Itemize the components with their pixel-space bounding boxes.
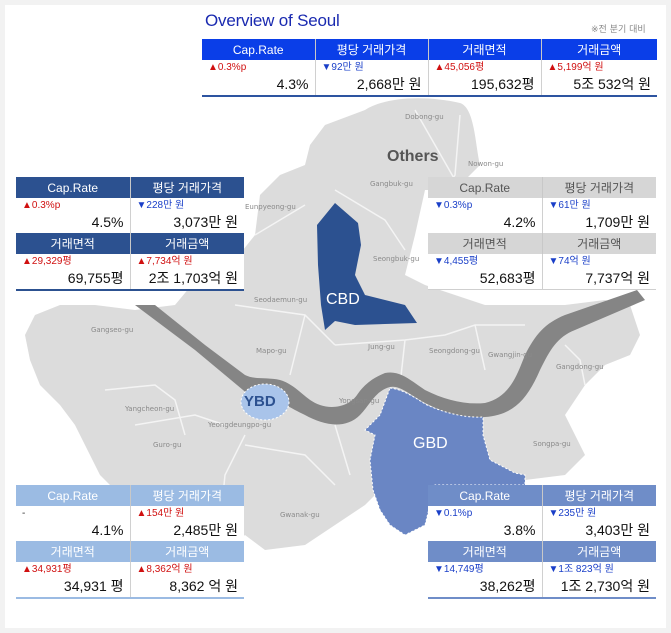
- district-label: Nowon-gu: [468, 160, 504, 168]
- cbd-header-amount: 거래금액: [165, 237, 210, 251]
- ybd-zone-label: YBD: [244, 393, 276, 410]
- district-label: Mapo-gu: [256, 347, 287, 355]
- others-header-cap-rate: Cap.Rate: [428, 177, 543, 198]
- seoul-price-change: ▼92만 원: [321, 62, 364, 73]
- others-price-change: ▼61만 원: [548, 200, 591, 211]
- ybd-header-cap-rate: Cap.Rate: [16, 485, 131, 506]
- district-label: Gangseo-gu: [91, 326, 134, 334]
- gbd-amount-value: 1조 2,730억 원: [560, 578, 650, 594]
- page-title: Overview of Seoul: [205, 11, 340, 30]
- cbd-stats-table: Cap.Rate 평당 거래가격 ▲0.3%p 4.5% ▼228만 원 3,073…: [16, 177, 244, 291]
- others-price-value: 1,709만 원: [585, 214, 650, 230]
- district-label: Dobong-gu: [405, 113, 444, 121]
- district-label: Gangbuk-gu: [370, 180, 413, 188]
- seoul-amount-change: ▲5,199억 원: [547, 62, 604, 73]
- others-zone-label: Others: [387, 148, 439, 165]
- others-header-amount: 거래금액: [577, 237, 622, 251]
- seoul-area-change: ▲45,056평: [434, 62, 485, 73]
- others-cap-rate-value: 4.2%: [503, 214, 536, 230]
- cbd-cap-rate-change: ▲0.3%p: [22, 200, 61, 211]
- cbd-area-value: 69,755평: [67, 270, 124, 286]
- cbd-zone-label: CBD: [326, 291, 360, 308]
- ybd-region[interactable]: [240, 383, 290, 421]
- gbd-header-price: 평당 거래가격: [564, 489, 635, 503]
- cbd-header-cap-rate: Cap.Rate: [16, 177, 131, 198]
- ybd-header-amount: 거래금액: [165, 545, 210, 559]
- ybd-amount-change: ▲8,362억 원: [136, 564, 193, 575]
- cbd-region[interactable]: [317, 203, 417, 330]
- cbd-header-price: 평당 거래가격: [152, 181, 223, 195]
- seoul-values-row: ▲0.3%p 4.3% ▼92만 원 2,668만 원 ▲45,056평 195,63…: [202, 60, 657, 96]
- gbd-cap-rate-value: 3.8%: [503, 522, 536, 538]
- district-label: Yongsan-gu: [339, 397, 380, 405]
- cbd-amount-value: 2조 1,703억 원: [148, 270, 238, 286]
- seoul-cap-rate-change: ▲0.3%p: [208, 62, 247, 73]
- district-label: Gwanak-gu: [280, 511, 320, 519]
- seoul-overview-card: Dobong-gu Nowon-gu Gangbuk-gu Eunpyeong-gu S…: [5, 5, 666, 628]
- ybd-price-change: ▲154만 원: [136, 508, 185, 519]
- district-label: Seongdong-gu: [429, 347, 480, 355]
- ybd-price-value: 2,485만 원: [173, 522, 238, 538]
- cbd-cap-rate-value: 4.5%: [91, 214, 124, 230]
- comparison-note: ※전 분기 대비: [591, 25, 646, 35]
- gbd-area-change: ▼14,749평: [434, 564, 484, 575]
- district-label: Gangdong-gu: [556, 363, 604, 371]
- gbd-amount-change: ▼1조 823억 원: [548, 564, 614, 575]
- seoul-map: [25, 98, 645, 566]
- seoul-price-value: 2,668만 원: [356, 76, 422, 92]
- others-stats-table: Cap.Rate 평당 거래가격 ▼0.3%p 4.2% ▼61만 원 1,709만…: [428, 177, 656, 290]
- district-label: Eunpyeong-gu: [245, 203, 296, 211]
- ybd-stats-table: Cap.Rate 평당 거래가격 - 4.1% ▲154만 원 2,485만 원 거…: [16, 485, 244, 599]
- ybd-cap-rate-change: -: [22, 508, 26, 519]
- cbd-price-value: 3,073만 원: [173, 214, 238, 230]
- ybd-area-change: ▲34,931평: [22, 564, 72, 575]
- district-label: Jung-gu: [368, 343, 395, 351]
- ybd-amount-value: 8,362 억 원: [169, 578, 238, 594]
- header-price-per-pyeong: 평당 거래가격: [315, 39, 429, 60]
- seoul-amount-value: 5조 532억 원: [573, 76, 651, 92]
- others-amount-change: ▼74억 원: [548, 256, 591, 267]
- header-area: 거래면적: [428, 39, 542, 60]
- ybd-area-value: 34,931 평: [63, 578, 124, 594]
- district-label: Gwangjin-gu: [488, 351, 533, 359]
- gbd-header-amount: 거래금액: [577, 545, 622, 559]
- seoul-area-value: 195,632평: [471, 76, 535, 92]
- gbd-price-change: ▼235만 원: [548, 508, 597, 519]
- others-amount-value: 7,737억 원: [585, 270, 650, 286]
- gbd-cap-rate-change: ▼0.1%p: [434, 508, 473, 519]
- gbd-header-cap-rate: Cap.Rate: [428, 485, 543, 506]
- gbd-header-area: 거래면적: [428, 541, 543, 562]
- cbd-amount-change: ▲7,734억 원: [136, 256, 193, 267]
- ybd-cap-rate-value: 4.1%: [91, 522, 124, 538]
- district-label: Seodaemun-gu: [254, 296, 308, 304]
- gbd-zone-label: GBD: [413, 435, 448, 452]
- district-label: Yeongdeungpo-gu: [208, 421, 272, 429]
- others-cap-rate-change: ▼0.3%p: [434, 200, 473, 211]
- others-area-value: 52,683평: [479, 270, 536, 286]
- cbd-area-change: ▲29,329평: [22, 256, 72, 267]
- cbd-header-area: 거래면적: [16, 233, 131, 254]
- seoul-stats-table: Cap.Rate 평당 거래가격 거래면적 거래금액 ▲0.3%p 4.3% ▼9…: [202, 39, 657, 97]
- others-header-area: 거래면적: [428, 233, 543, 254]
- cbd-price-change: ▼228만 원: [136, 200, 185, 211]
- ybd-header-area: 거래면적: [16, 541, 131, 562]
- ybd-header-price: 평당 거래가격: [152, 489, 223, 503]
- gbd-price-value: 3,403만 원: [585, 522, 650, 538]
- header-cap-rate: Cap.Rate: [202, 39, 316, 60]
- others-header-price: 평당 거래가격: [564, 181, 635, 195]
- district-label: Songpa-gu: [533, 440, 571, 448]
- district-label: Seongbuk-gu: [373, 255, 420, 263]
- district-label: Yangcheon-gu: [125, 405, 175, 413]
- others-area-change: ▼4,455평: [434, 256, 479, 267]
- seoul-cap-rate-value: 4.3%: [276, 76, 309, 92]
- gbd-region[interactable]: [364, 387, 526, 536]
- gbd-stats-table: Cap.Rate 평당 거래가격 ▼0.1%p 3.8% ▼235만 원 3,403…: [428, 485, 656, 599]
- header-amount: 거래금액: [577, 43, 622, 57]
- gbd-area-value: 38,262평: [479, 578, 536, 594]
- district-label: Guro-gu: [153, 441, 182, 449]
